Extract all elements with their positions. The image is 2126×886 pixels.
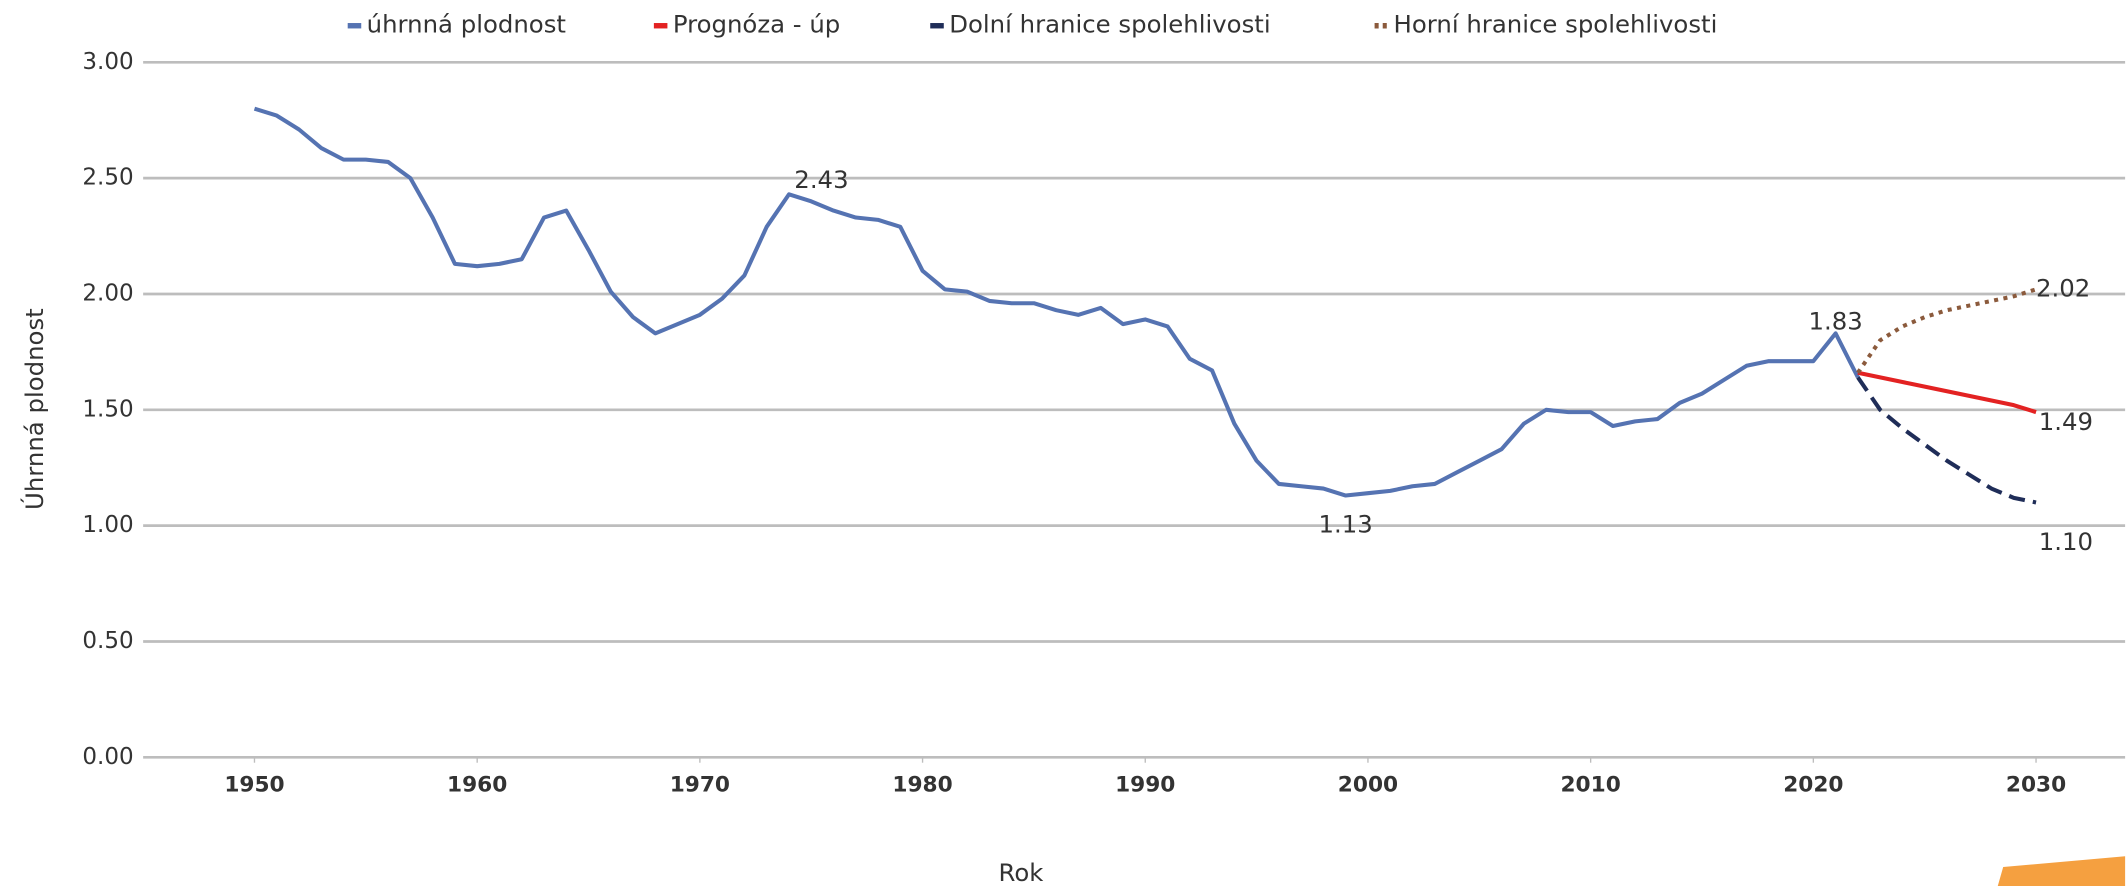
- y-tick-label: 2.00: [82, 280, 133, 306]
- x-axis-title: Rok: [999, 858, 1045, 886]
- data-label: 1.10: [2039, 527, 2093, 556]
- line: [1856, 287, 2037, 374]
- y-tick-label: 0.00: [82, 744, 133, 770]
- data-label: 2.43: [794, 165, 848, 194]
- x-tick-label: 2020: [1783, 773, 1843, 798]
- x-tick-label: 2010: [1561, 773, 1621, 798]
- y-axis-title: Úhrnná plodnost: [19, 308, 49, 510]
- data-label: 1.83: [1808, 307, 1862, 336]
- x-tick-label: 1950: [224, 773, 284, 798]
- legend-label: Prognóza - úp: [673, 10, 840, 39]
- x-tick-label: 2030: [2006, 773, 2066, 798]
- line: [1857, 370, 2037, 415]
- x-tick-label: 1970: [670, 773, 730, 798]
- x-tick-label: 1960: [447, 773, 507, 798]
- data-label: 1.13: [1319, 509, 1373, 538]
- x-tick-label: 1980: [892, 773, 952, 798]
- y-tick-label: 1.00: [82, 512, 133, 538]
- y-tick-label: 1.50: [82, 396, 133, 422]
- line: [253, 106, 1860, 498]
- legend-label: Horní hranice spolehlivosti: [1394, 10, 1718, 39]
- x-tick-label: 1990: [1115, 773, 1175, 798]
- y-tick-label: 3.00: [82, 49, 133, 75]
- decoration: [1997, 856, 2126, 886]
- legend-label: úhrnná plodnost: [367, 10, 566, 39]
- y-tick-label: 0.50: [82, 628, 133, 654]
- legend-label: Dolní hranice spolehlivosti: [949, 10, 1270, 39]
- line: [1856, 376, 2037, 505]
- data-label: 2.02: [2036, 273, 2090, 302]
- y-tick-label: 2.50: [82, 165, 133, 191]
- data-label: 1.49: [2039, 407, 2093, 436]
- x-tick-label: 2000: [1338, 773, 1398, 798]
